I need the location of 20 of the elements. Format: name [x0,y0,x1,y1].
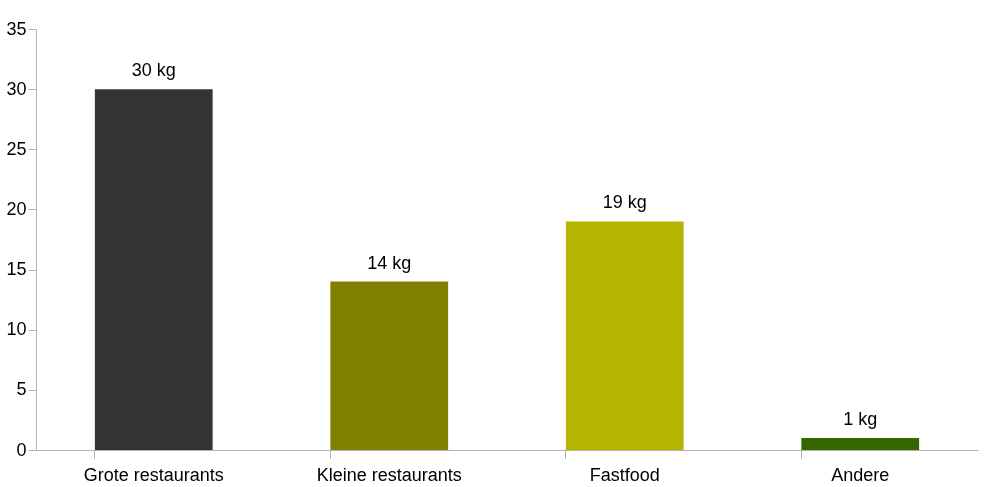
bar [330,281,449,450]
y-tick-label: 5 [16,379,27,400]
y-tick-label: 15 [6,259,27,280]
data-label: 1 kg [843,408,878,429]
y-tick-label: 10 [6,319,27,340]
x-tick-label: Andere [831,464,890,485]
x-tick-label: Fastfood [589,464,660,485]
data-label: 14 kg [367,252,412,273]
y-tick-label: 30 [6,78,27,99]
data-label: 30 kg [131,60,176,81]
bar [801,437,920,450]
x-tick-label: Kleine restaurants [316,464,462,485]
x-tick-label: Grote restaurants [83,464,224,485]
bar [565,221,684,450]
bar [94,89,213,450]
y-tick-label: 25 [6,138,27,159]
y-tick-label: 20 [6,198,27,219]
data-label: 19 kg [602,192,647,213]
y-tick-label: 35 [6,18,27,39]
y-tick-label: 0 [16,439,27,460]
